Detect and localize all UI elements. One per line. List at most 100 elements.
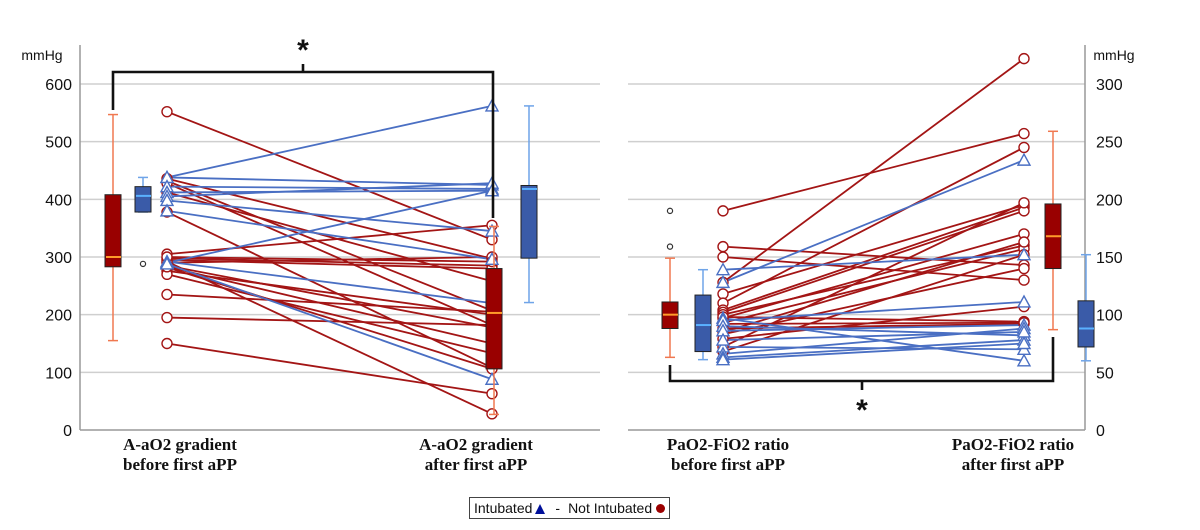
legend: Intubated - Not Intubated: [469, 497, 671, 519]
intubated-triangle-marker: [715, 274, 731, 289]
not-intubated-circle-marker: [717, 205, 729, 217]
boxplots: [661, 130, 1095, 362]
not-intubated-pair-line: [722, 253, 1025, 353]
triangle-marker-icon: [535, 504, 546, 514]
intubated-triangle-marker: [159, 256, 175, 270]
y-tick-label: 0: [1096, 423, 1105, 440]
not-intubated-pair-line: [166, 264, 493, 329]
category-label: PaO2-FiO2 ratio: [667, 435, 789, 454]
y-tick-label: 250: [1096, 135, 1123, 152]
significance-star: *: [297, 34, 309, 67]
not-intubated-circle-marker: [1018, 236, 1030, 248]
intubated-triangle-marker: [715, 332, 731, 346]
category-label: before first aPP: [123, 455, 237, 474]
intubated-pair-line: [722, 159, 1025, 284]
intubated-pair-line: [166, 260, 493, 305]
before-intubated-outlier: [139, 260, 147, 268]
not-intubated-circle-marker: [717, 251, 729, 263]
category-label: PaO2-FiO2 ratio: [952, 435, 1074, 454]
after-intubated-box: [1077, 300, 1095, 348]
not-intubated-pair-line: [722, 204, 1025, 295]
not-intubated-pair-line: [722, 321, 1025, 325]
not-intubated-pair-line: [722, 132, 1025, 212]
not-intubated-pair-line: [722, 256, 1025, 281]
not-intubated-circle-marker: [486, 387, 498, 400]
intubated-pair-line: [166, 176, 493, 186]
significance-bracket: *: [111, 34, 495, 218]
not-intubated-circle-marker: [717, 288, 729, 300]
after-not-intubated-box: [485, 268, 503, 370]
intubated-pair-line: [722, 342, 1025, 361]
not-intubated-pair-line: [166, 260, 493, 415]
intubated-pair-line: [166, 105, 493, 179]
not-intubated-pair-line: [166, 265, 493, 345]
intubated-triangle-marker: [1016, 294, 1032, 308]
y-tick-label: 600: [45, 77, 72, 94]
y-axis-unit-label: mmHg: [21, 47, 62, 63]
intubated-triangle-marker: [1016, 336, 1032, 350]
not-intubated-pair-line: [166, 110, 493, 241]
intubated-pair-line: [722, 317, 1025, 362]
y-tick-label: 100: [1096, 308, 1123, 325]
not-intubated-circle-marker: [161, 337, 173, 350]
intubated-pair-line: [166, 189, 493, 194]
paired-lines: [715, 52, 1032, 367]
not-intubated-circle-marker: [1018, 274, 1030, 286]
intubated-pair-line: [166, 209, 493, 261]
category-label: after first aPP: [425, 455, 528, 474]
before-not-intubated-outlier: [666, 243, 674, 250]
legend-separator: -: [555, 500, 561, 516]
not-intubated-pair-line: [166, 180, 493, 312]
y-tick-label: 200: [45, 308, 72, 325]
not-intubated-pair-line: [722, 248, 1025, 324]
not-intubated-pair-line: [722, 57, 1025, 284]
y-tick-label: 0: [63, 423, 72, 440]
intubated-triangle-marker: [715, 352, 731, 366]
before-intubated-box: [134, 186, 152, 213]
not-intubated-circle-marker: [1018, 52, 1030, 65]
intubated-triangle-marker: [1016, 353, 1032, 367]
intubated-triangle-marker: [159, 203, 175, 217]
not-intubated-circle-marker: [1018, 141, 1030, 154]
intubated-triangle-marker: [715, 262, 731, 276]
intubated-pair-line: [166, 185, 493, 190]
not-intubated-pair-line: [166, 224, 493, 256]
intubated-triangle-marker: [1016, 247, 1032, 261]
not-intubated-circle-marker: [161, 105, 173, 118]
intubated-pair-line: [722, 339, 1025, 359]
intubated-pair-line: [722, 301, 1025, 322]
not-intubated-pair-line: [166, 273, 493, 355]
after-intubated-box: [520, 184, 538, 259]
y-axis-unit-label: mmHg: [1093, 47, 1134, 63]
intubated-pair-line: [166, 263, 493, 381]
intubated-triangle-marker: [484, 251, 500, 266]
y-tick-label: 300: [1096, 77, 1123, 94]
intubated-pair-line: [166, 199, 493, 232]
y-tick-label: 50: [1096, 365, 1114, 382]
intubated-triangle-marker: [484, 371, 500, 385]
y-tick-label: 200: [1096, 192, 1123, 209]
intubated-pair-line: [166, 189, 493, 264]
not-intubated-pair-line: [166, 211, 493, 369]
not-intubated-circle-marker: [1018, 197, 1030, 209]
intubated-triangle-marker: [484, 223, 500, 237]
not-intubated-pair-line: [722, 206, 1025, 311]
not-intubated-pair-line: [166, 257, 493, 267]
category-label: before first aPP: [671, 455, 785, 474]
paired-lines: [159, 98, 500, 420]
circle-marker-icon: [656, 504, 666, 513]
intubated-pair-line: [722, 324, 1025, 332]
intubated-pair-line: [166, 182, 493, 198]
category-label: A-aO2 gradient: [123, 435, 237, 454]
intubated-triangle-marker: [1016, 152, 1032, 166]
intubated-pair-line: [722, 253, 1025, 271]
not-intubated-circle-marker: [1018, 127, 1030, 140]
boxplots: [104, 105, 538, 416]
before-not-intubated-outlier: [666, 207, 674, 215]
not-intubated-pair-line: [166, 266, 493, 370]
not-intubated-circle-marker: [717, 240, 729, 253]
not-intubated-pair-line: [166, 293, 493, 313]
y-tick-label: 300: [45, 250, 72, 267]
